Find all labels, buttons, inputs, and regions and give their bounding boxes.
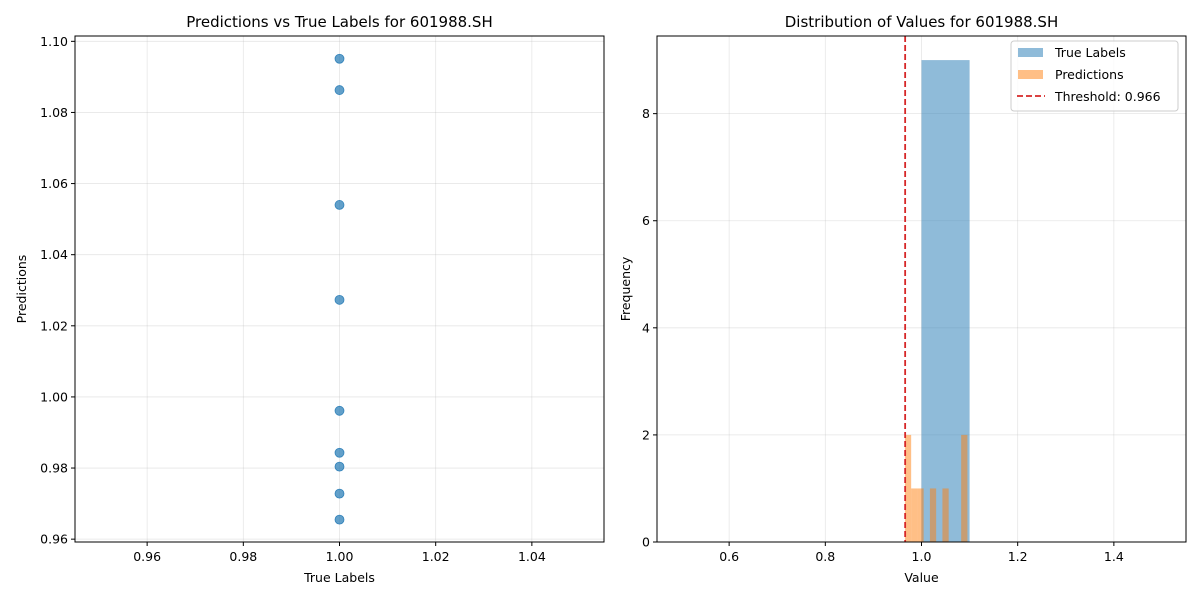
histogram-y-tick-label: 6 bbox=[642, 213, 650, 228]
scatter-point bbox=[334, 200, 345, 210]
legend-swatch-predictions bbox=[1018, 70, 1043, 79]
legend: True Labels Predictions Threshold: 0.966 bbox=[1010, 40, 1179, 112]
histogram-x-tick-label: 1.2 bbox=[1008, 549, 1028, 564]
scatter-point bbox=[334, 514, 345, 525]
histogram-ticks: 0.6 0.8 1.0 1.2 1.4 0 2 4 6 8 bbox=[642, 106, 1124, 564]
histogram-y-tick-label: 0 bbox=[642, 535, 650, 550]
histogram-y-tick-label: 2 bbox=[642, 427, 650, 442]
scatter-x-tick-label: 0.98 bbox=[229, 549, 257, 564]
scatter-y-label: Predictions bbox=[14, 255, 29, 324]
scatter-point bbox=[334, 294, 345, 305]
legend-swatch-true-labels bbox=[1018, 48, 1043, 57]
scatter-point bbox=[334, 405, 345, 416]
scatter-title: Predictions vs True Labels for 601988.SH bbox=[186, 13, 492, 31]
scatter-point bbox=[334, 85, 345, 95]
legend-box bbox=[1010, 40, 1179, 112]
predictions-bar bbox=[904, 434, 912, 542]
scatter-y-tick-label: 1.06 bbox=[40, 176, 68, 191]
scatter-y-tick-label: 1.00 bbox=[40, 389, 68, 404]
legend-label-predictions: Predictions bbox=[1055, 67, 1124, 82]
scatter-y-tick-label: 1.04 bbox=[40, 247, 68, 262]
histogram-bars bbox=[904, 60, 970, 542]
scatter-x-tick-label: 1.04 bbox=[518, 549, 546, 564]
legend-label-threshold: Threshold: 0.966 bbox=[1054, 89, 1161, 104]
histogram-title: Distribution of Values for 601988.SH bbox=[785, 13, 1059, 31]
histogram-x-tick-label: 1.0 bbox=[912, 549, 932, 564]
predictions-bar bbox=[911, 488, 918, 542]
scatter-y-tick-label: 1.08 bbox=[40, 105, 68, 120]
histogram-x-tick-label: 0.6 bbox=[719, 549, 739, 564]
scatter-ticks: 0.96 0.98 1.00 1.02 1.04 0.96 0.98 1.00 1.02 1.04… bbox=[40, 34, 546, 564]
histogram-x-tick-label: 1.4 bbox=[1104, 549, 1124, 564]
histogram-panel: 0.6 0.8 1.0 1.2 1.4 0 2 4 6 8 Distribution of Val… bbox=[618, 13, 1187, 585]
scatter-x-tick-label: 0.96 bbox=[133, 549, 161, 564]
histogram-y-tick-label: 8 bbox=[642, 106, 650, 121]
predictions-bar bbox=[917, 488, 924, 542]
scatter-panel: 0.96 0.98 1.00 1.02 1.04 0.96 0.98 1.00 1.02 1.04… bbox=[14, 13, 605, 585]
scatter-y-tick-label: 1.10 bbox=[40, 34, 68, 49]
scatter-x-tick-label: 1.00 bbox=[326, 549, 354, 564]
scatter-y-tick-label: 1.02 bbox=[40, 318, 68, 333]
scatter-x-label: True Labels bbox=[303, 570, 375, 585]
histogram-y-tick-label: 4 bbox=[642, 320, 650, 335]
legend-label-true-labels: True Labels bbox=[1054, 45, 1126, 60]
histogram-x-tick-label: 0.8 bbox=[815, 549, 835, 564]
scatter-x-tick-label: 1.02 bbox=[422, 549, 450, 564]
scatter-grid bbox=[75, 36, 604, 542]
scatter-points bbox=[334, 53, 345, 525]
predictions-bar bbox=[942, 488, 949, 542]
scatter-y-tick-label: 0.96 bbox=[40, 532, 68, 547]
scatter-y-tick-label: 0.98 bbox=[40, 461, 68, 476]
scatter-point bbox=[334, 53, 345, 64]
scatter-point bbox=[334, 447, 345, 458]
predictions-bar bbox=[961, 434, 968, 542]
histogram-x-label: Value bbox=[904, 570, 939, 585]
predictions-bar bbox=[929, 488, 937, 542]
scatter-point bbox=[334, 488, 345, 499]
scatter-point bbox=[334, 461, 345, 472]
histogram-y-label: Frequency bbox=[618, 256, 633, 321]
